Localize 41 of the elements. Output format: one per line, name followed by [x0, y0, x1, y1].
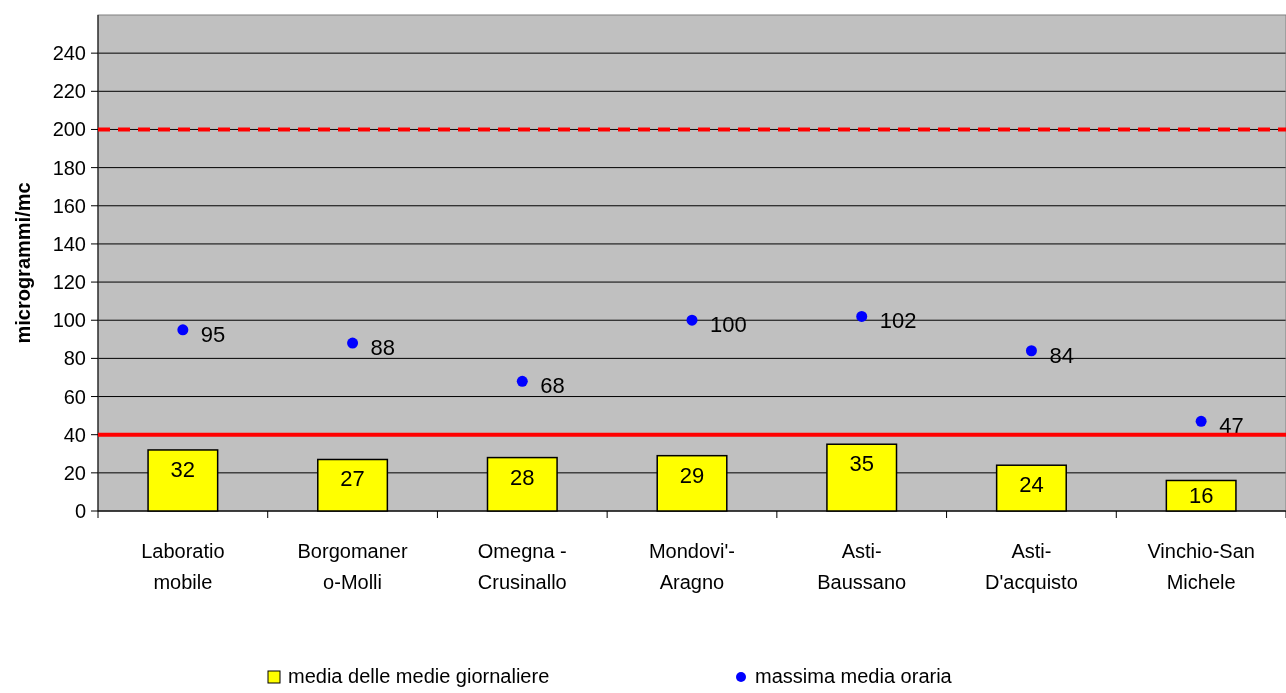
x-tick-label: Mondovi'- Aragno — [648, 540, 736, 593]
y-tick-label: 180 — [52, 156, 86, 179]
data-label: 95 — [200, 321, 226, 347]
y-tick-label: 240 — [52, 42, 86, 65]
y-tick-label: 80 — [63, 347, 86, 370]
y-tick-label: 160 — [52, 194, 86, 217]
y-tick-label: 20 — [63, 461, 86, 484]
y-tick-label: 200 — [52, 118, 86, 141]
point — [177, 324, 189, 336]
data-label: 35 — [849, 451, 874, 477]
legend-label: massima media oraria — [755, 665, 953, 687]
point — [347, 337, 359, 349]
point — [1025, 345, 1037, 357]
data-label: 28 — [510, 464, 535, 490]
point — [686, 314, 698, 326]
x-tick-label: Borgomaner o-Molli — [297, 540, 408, 593]
y-tick-label: 60 — [63, 385, 86, 408]
y-tick-label: 40 — [63, 423, 86, 446]
x-tick-label: Asti- D'acquisto — [985, 540, 1078, 593]
y-tick-label: 220 — [52, 80, 86, 103]
data-label: 29 — [679, 462, 705, 488]
y-tick-label: 0 — [74, 500, 86, 522]
data-label: 27 — [340, 466, 365, 492]
x-tick-label: Laboratio mobile — [141, 540, 225, 593]
data-label: 24 — [1019, 472, 1044, 498]
x-tick-label: Vinchio-San Michele — [1147, 540, 1255, 593]
legend-label: media delle medie giornaliere — [288, 665, 550, 687]
x-tick-label: Asti- Baussano — [817, 540, 907, 593]
data-label: 88 — [370, 335, 396, 361]
y-tick-label: 140 — [52, 232, 86, 255]
y-tick-label: 120 — [52, 271, 86, 294]
data-label: 32 — [170, 456, 196, 482]
x-tick-label: Omegna - Crusinallo — [477, 540, 567, 593]
y-axis-title: microgrammi/mc — [12, 182, 34, 344]
data-label: 68 — [540, 373, 565, 399]
y-tick-label: 100 — [52, 309, 86, 332]
data-label: 16 — [1188, 482, 1214, 508]
point — [1195, 415, 1207, 427]
point — [856, 310, 868, 322]
data-label: 47 — [1219, 413, 1244, 439]
point — [516, 375, 528, 387]
